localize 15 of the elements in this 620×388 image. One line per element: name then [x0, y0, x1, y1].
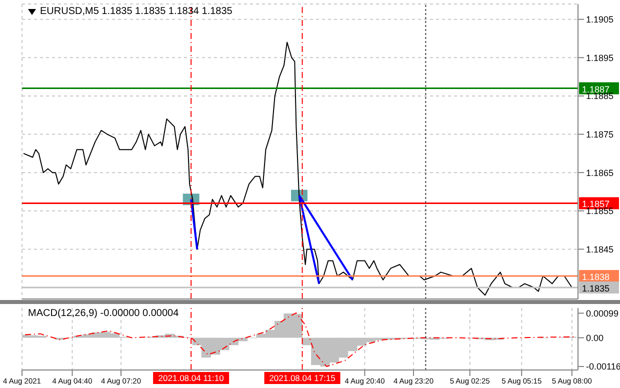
y-tick-label: -0.00116	[586, 362, 620, 372]
y-tick-label: 1.1905	[586, 14, 614, 25]
y-tick-label: 1.1865	[586, 168, 614, 178]
y-tick-label: 0.00	[586, 332, 604, 343]
y-tick-label: 1.1855	[586, 206, 614, 216]
ref-line-label: 2021.08.04 17:15	[269, 373, 336, 383]
y-tick-label: 0.00099	[586, 308, 619, 318]
y-tick-label: 1.1875	[586, 129, 614, 140]
ref-line-label: 1.1835	[582, 284, 610, 294]
chart-title: MACD(12,26,9) -0.00000 0.00004	[28, 308, 179, 319]
y-tick-label: 1.1845	[586, 244, 614, 254]
y-tick-label: 1.1895	[586, 52, 614, 63]
ref-line-label: 2021.08.04 11:10	[158, 373, 224, 383]
ref-line-label: 1.1838	[582, 272, 610, 282]
chart-title: EURUSD,M5 1.1835 1.1835 1.1834 1.1835	[40, 6, 232, 17]
